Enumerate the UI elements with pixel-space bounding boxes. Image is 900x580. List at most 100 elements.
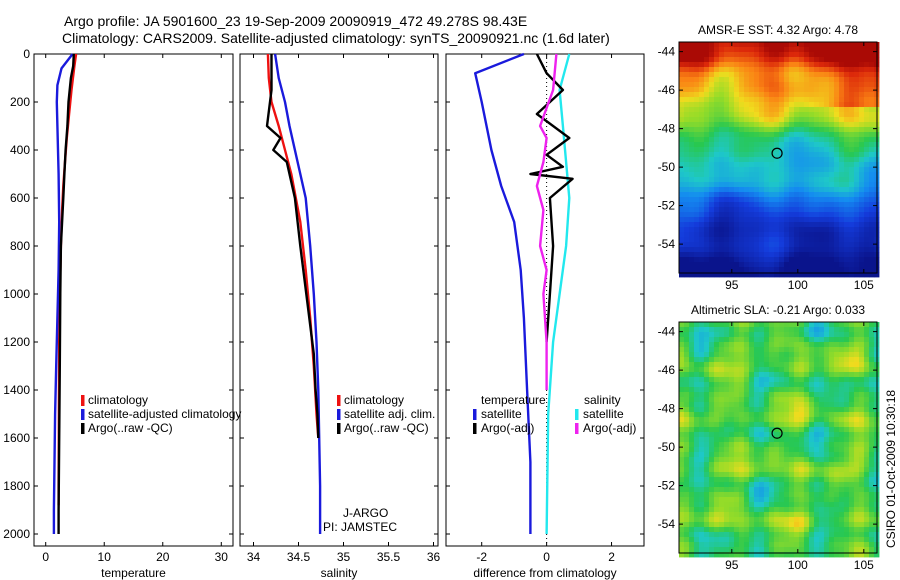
credit-label: CSIRO 01-Oct-2009 10:30:18	[884, 390, 898, 548]
map-cell	[764, 72, 770, 78]
map-cell	[864, 67, 870, 73]
map-cell	[794, 397, 800, 403]
map-cell	[829, 547, 835, 553]
map-cell	[799, 432, 805, 438]
map-cell	[859, 247, 865, 253]
map-cell	[824, 442, 830, 448]
map-cell	[834, 112, 840, 118]
map-cell	[704, 142, 710, 148]
map-cell	[819, 192, 825, 198]
map-cell	[754, 372, 760, 378]
map-cell	[754, 322, 760, 328]
map-cell	[714, 447, 720, 453]
map-cell	[719, 222, 725, 228]
map-cell	[689, 542, 695, 548]
map-cell	[744, 272, 750, 278]
map-cell	[719, 357, 725, 363]
map-cell	[834, 337, 840, 343]
map-cell	[789, 197, 795, 203]
map-cell	[829, 497, 835, 503]
map-cell	[709, 462, 715, 468]
map-cell	[864, 257, 870, 263]
map-cell	[809, 127, 815, 133]
map-cell	[824, 137, 830, 143]
map-cell	[784, 237, 790, 243]
map-cell	[759, 92, 765, 98]
map-cell	[779, 72, 785, 78]
map-cell	[679, 152, 685, 158]
series-line-0	[474, 52, 532, 534]
map-cell	[799, 222, 805, 228]
map-cell	[834, 187, 840, 193]
map-cell	[724, 497, 730, 503]
map-cell	[869, 87, 875, 93]
map-cell	[819, 62, 825, 68]
map-cell	[754, 67, 760, 73]
map-cell	[719, 47, 725, 53]
map-cell	[679, 352, 685, 358]
map-cell	[834, 367, 840, 373]
map-cell	[769, 517, 775, 523]
map-cell	[794, 247, 800, 253]
map-cell	[679, 262, 685, 268]
series-line-3	[535, 53, 558, 390]
map-cell	[854, 422, 860, 428]
map-cell	[814, 247, 820, 253]
map-cell	[824, 517, 830, 523]
map-cell	[684, 132, 690, 138]
map-cell	[684, 117, 690, 123]
map-cell	[749, 482, 755, 488]
map-cell	[724, 512, 730, 518]
map-cell	[744, 127, 750, 133]
map-cell	[709, 152, 715, 158]
map-cell	[794, 392, 800, 398]
map-cell	[839, 137, 845, 143]
map-cell	[774, 177, 780, 183]
map-cell	[749, 367, 755, 373]
map-cell	[789, 107, 795, 113]
map-cell	[859, 102, 865, 108]
map-cell	[689, 532, 695, 538]
map-cell	[739, 347, 745, 353]
map-cell	[769, 197, 775, 203]
map-cell	[784, 167, 790, 173]
map-cell	[834, 82, 840, 88]
map-cell	[799, 332, 805, 338]
map-cell	[834, 237, 840, 243]
map-cell	[749, 502, 755, 508]
map-cell	[704, 182, 710, 188]
map-cell	[849, 127, 855, 133]
map-cell	[749, 392, 755, 398]
map-cell	[704, 437, 710, 443]
map-cell	[769, 447, 775, 453]
map-cell	[734, 552, 740, 558]
difference-profile-xlabel: difference from climatology	[473, 566, 616, 580]
map-cell	[769, 192, 775, 198]
map-cell	[769, 502, 775, 508]
map-cell	[854, 237, 860, 243]
map-cell	[689, 182, 695, 188]
map-cell	[694, 517, 700, 523]
map-cell	[849, 107, 855, 113]
map-cell	[754, 457, 760, 463]
map-cell	[814, 467, 820, 473]
map-cell	[869, 462, 875, 468]
map-cell	[714, 202, 720, 208]
map-cell	[799, 162, 805, 168]
map-cell	[784, 357, 790, 363]
map-cell	[709, 272, 715, 278]
map-cell	[809, 387, 815, 393]
map-cell	[694, 127, 700, 133]
map-cell	[824, 397, 830, 403]
map-cell	[694, 387, 700, 393]
map-cell	[744, 482, 750, 488]
map-cell	[794, 172, 800, 178]
map-cell	[854, 517, 860, 523]
map-cell	[779, 57, 785, 63]
map-cell	[714, 257, 720, 263]
map-cell	[689, 47, 695, 53]
map-cell	[804, 407, 810, 413]
map-cell	[704, 272, 710, 278]
map-cell	[714, 47, 720, 53]
map-cell	[749, 527, 755, 533]
